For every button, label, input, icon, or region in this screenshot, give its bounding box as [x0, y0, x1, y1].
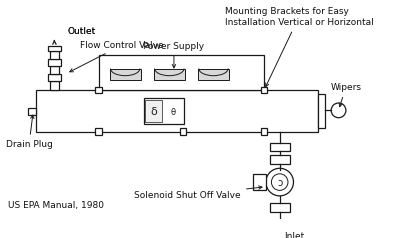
- Text: Inlet: Inlet: [284, 232, 304, 238]
- Circle shape: [272, 174, 288, 190]
- Bar: [50, 66, 59, 74]
- Bar: [48, 59, 61, 66]
- Bar: [144, 98, 184, 124]
- Text: Outlet: Outlet: [67, 27, 96, 36]
- Text: θ: θ: [170, 108, 176, 117]
- Text: Mounting Brackets for Easy
Installation Vertical or Horizontal: Mounting Brackets for Easy Installation …: [224, 7, 373, 87]
- Circle shape: [331, 103, 346, 118]
- Bar: [253, 174, 266, 190]
- Text: Flow Control Valve: Flow Control Valve: [70, 41, 164, 72]
- Bar: [270, 203, 290, 212]
- Bar: [50, 81, 59, 90]
- Bar: [261, 87, 267, 93]
- Bar: [198, 69, 229, 80]
- Text: Wipers: Wipers: [330, 83, 361, 107]
- Bar: [154, 69, 185, 80]
- Bar: [261, 128, 267, 135]
- Bar: [110, 69, 141, 80]
- Bar: [95, 87, 102, 93]
- Bar: [36, 90, 318, 132]
- Text: ɔ: ɔ: [277, 178, 282, 188]
- Bar: [318, 94, 325, 128]
- Bar: [48, 46, 61, 51]
- Text: δ: δ: [150, 107, 157, 117]
- Text: Solenoid Shut Off Valve: Solenoid Shut Off Valve: [134, 186, 262, 200]
- Bar: [270, 155, 290, 164]
- Circle shape: [266, 168, 294, 196]
- Bar: [48, 74, 61, 81]
- Text: Drain Plug: Drain Plug: [6, 115, 52, 149]
- Bar: [146, 100, 162, 122]
- Bar: [98, 55, 264, 90]
- Bar: [270, 143, 290, 151]
- Bar: [180, 128, 186, 135]
- Bar: [50, 51, 59, 59]
- Text: US EPA Manual, 1980: US EPA Manual, 1980: [8, 201, 104, 210]
- Text: Power Supply: Power Supply: [143, 42, 204, 68]
- Text: Outlet: Outlet: [67, 27, 96, 36]
- Bar: [28, 108, 36, 115]
- Bar: [95, 128, 102, 135]
